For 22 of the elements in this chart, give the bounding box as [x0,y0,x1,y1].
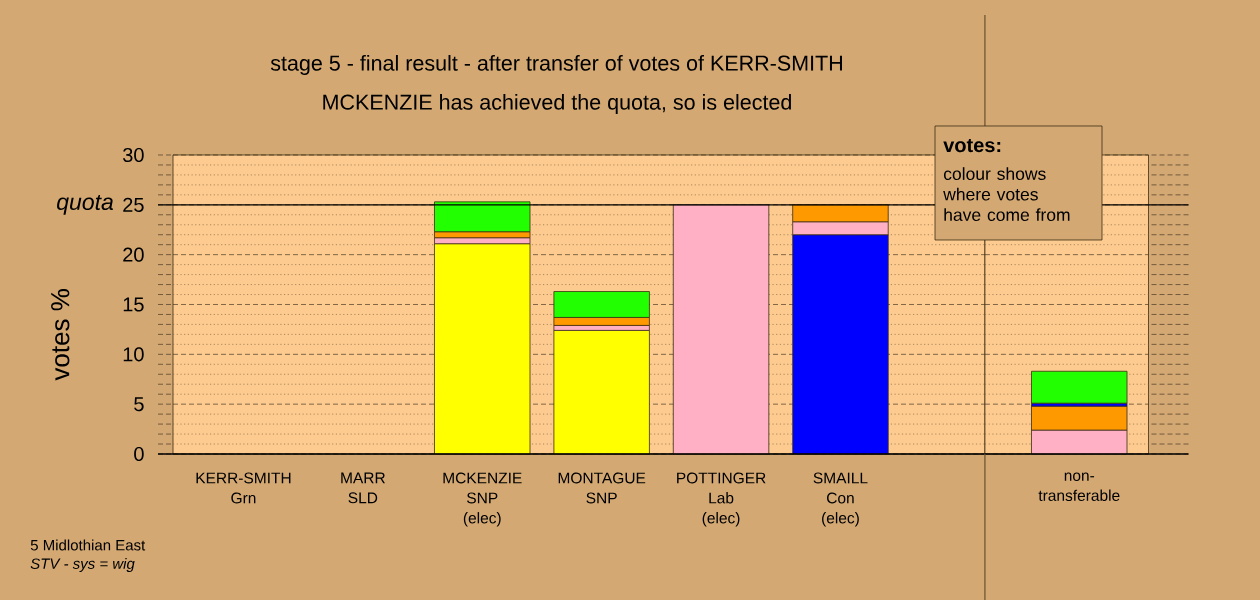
y-tick-label: 25 [123,197,144,212]
chart-subtitle: MCKENZIE has achieved the quota, so is elected [323,93,791,115]
ref-line-label: quota [57,194,114,215]
text: STV - sys = wig [30,557,135,572]
y-tick-label: 15 [123,297,144,312]
y-tick-label: 20 [123,247,144,262]
x-tick-label: MCKENZIE SNP (elec) [443,472,522,527]
x-tick-label: SMAILL Con (elec) [813,472,868,527]
x-tick-label: MONTAGUE SNP [558,472,646,504]
y-axis-title: votes % [51,289,70,381]
text: votes: [943,138,1001,153]
annotation: colour shows where votes have come from [943,167,1070,222]
chart-title: stage 5 - final result - after transfer of votes of KERR-SMITH [270,54,842,76]
y-tick-label: 10 [123,347,144,362]
x-tick-label: KERR-SMITH Grn [196,472,291,504]
x-tick-label: non- transferable [1038,472,1120,502]
text: 5 Midlothian East [30,539,146,551]
y-tick-label: 0 [134,446,144,462]
x-tick-label: MARR SLD [341,472,385,504]
y-tick-label: 30 [123,147,144,163]
x-tick-label: POTTINGER Lab (elec) [677,472,766,527]
y-tick-label: 5 [134,397,144,412]
